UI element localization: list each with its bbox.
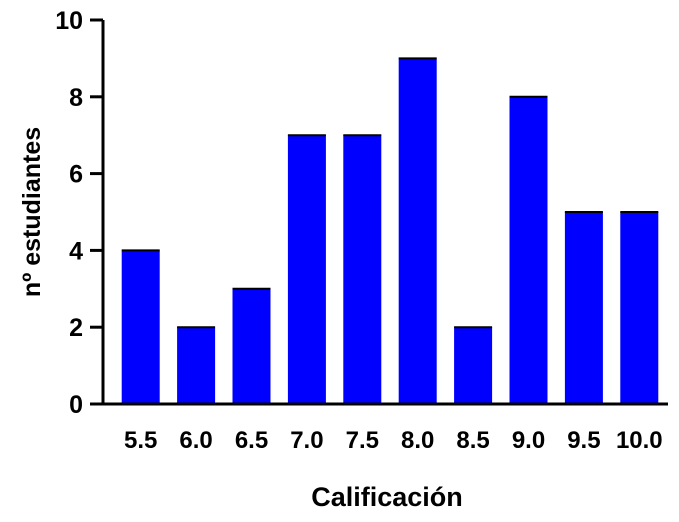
- bar-6.0: [177, 327, 216, 404]
- y-tick-label: 10: [55, 7, 83, 35]
- y-tick-label: 6: [69, 161, 83, 189]
- x-tick-label: 6.0: [179, 427, 212, 454]
- bar-9.5: [564, 212, 603, 404]
- y-axis-title: nº estudiantes: [18, 127, 46, 297]
- x-tick-label: 8.5: [456, 427, 489, 454]
- bar-8.5: [454, 327, 493, 404]
- bar-7.0: [287, 135, 326, 404]
- bar-7.5: [343, 135, 382, 404]
- bar-6.5: [232, 288, 271, 404]
- x-tick-label: 6.5: [235, 427, 268, 454]
- y-tick-label: 8: [69, 84, 83, 112]
- x-tick-label: 10.0: [616, 427, 663, 454]
- bar-9.0: [509, 96, 548, 405]
- bars-layer: [121, 57, 659, 405]
- bar-5.5: [121, 250, 160, 404]
- x-axis-title: Calificación: [311, 482, 463, 512]
- axes-layer: [90, 18, 668, 406]
- x-tick-label: 9.0: [512, 427, 545, 454]
- x-tick-label: 7.0: [290, 427, 323, 454]
- bar-8.0: [398, 58, 437, 405]
- y-tick-label: 0: [69, 391, 83, 419]
- x-tick-label: 5.5: [124, 427, 157, 454]
- x-tick-label: 8.0: [401, 427, 434, 454]
- labels-layer: Calificación nº estudiantes 5.5 6.0 6.5 7.0…: [18, 7, 663, 512]
- y-tick-label: 2: [69, 314, 83, 342]
- x-tick-label: 9.5: [567, 427, 600, 454]
- bar-10.0: [620, 212, 659, 404]
- x-tick-label: 7.5: [346, 427, 379, 454]
- y-tick-label: 4: [69, 237, 83, 265]
